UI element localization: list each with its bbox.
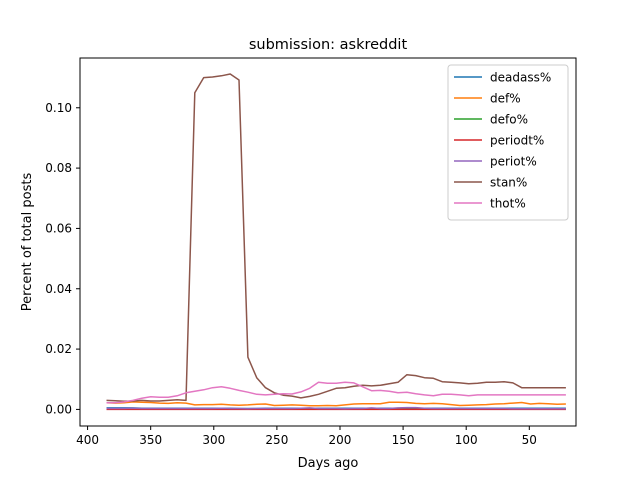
- series-line: [106, 406, 566, 410]
- legend-label: def%: [490, 92, 521, 106]
- x-tick-label: 150: [392, 433, 415, 447]
- y-tick-label: 0.02: [45, 342, 72, 356]
- legend-label: deadass%: [490, 71, 551, 85]
- x-axis: 400 350 300 250 200 150 100 50: [76, 426, 537, 447]
- y-tick-label: 0.00: [45, 402, 72, 416]
- legend-label: thot%: [490, 197, 526, 211]
- y-tick-label: 0.06: [45, 221, 72, 235]
- y-tick-label: 0.10: [45, 101, 72, 115]
- x-tick-label: 400: [76, 433, 99, 447]
- y-axis-label: Percent of total posts: [20, 173, 35, 312]
- y-axis: 0.00 0.02 0.04 0.06 0.08 0.10: [45, 101, 80, 416]
- legend-label: stan%: [490, 176, 527, 190]
- series-line: [106, 381, 566, 404]
- legend-label: defo%: [490, 113, 528, 127]
- axes-frame: [79, 57, 577, 427]
- legend-label: periot%: [490, 155, 537, 169]
- legend-label: periodt%: [490, 134, 544, 148]
- y-tick-label: 0.04: [45, 282, 72, 296]
- x-tick-label: 100: [455, 433, 478, 447]
- x-axis-label: Days ago: [298, 456, 359, 471]
- chart-title: submission: askreddit: [249, 37, 408, 53]
- series-line: [106, 401, 566, 407]
- x-tick-label: 50: [522, 433, 537, 447]
- y-tick-label: 0.08: [45, 161, 72, 175]
- x-tick-label: 250: [265, 433, 288, 447]
- x-tick-label: 350: [139, 433, 162, 447]
- x-tick-label: 300: [202, 433, 225, 447]
- series-line: [106, 73, 566, 403]
- x-tick-label: 200: [329, 433, 352, 447]
- plot-area: [106, 73, 566, 411]
- legend: deadass% def% defo% periodt% periot% stan% tho…: [447, 64, 569, 221]
